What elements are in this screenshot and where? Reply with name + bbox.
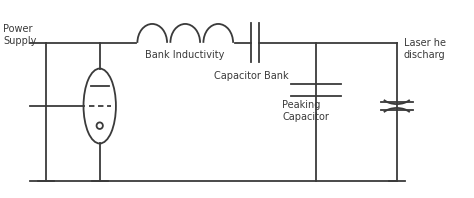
Text: Peaking
Capacitor: Peaking Capacitor [282,100,329,122]
Text: Power
Supply: Power Supply [3,24,36,46]
Text: Laser he
discharg: Laser he discharg [403,38,446,60]
Text: Bank Inductivity: Bank Inductivity [145,50,224,60]
Text: Capacitor Bank: Capacitor Bank [214,71,289,81]
